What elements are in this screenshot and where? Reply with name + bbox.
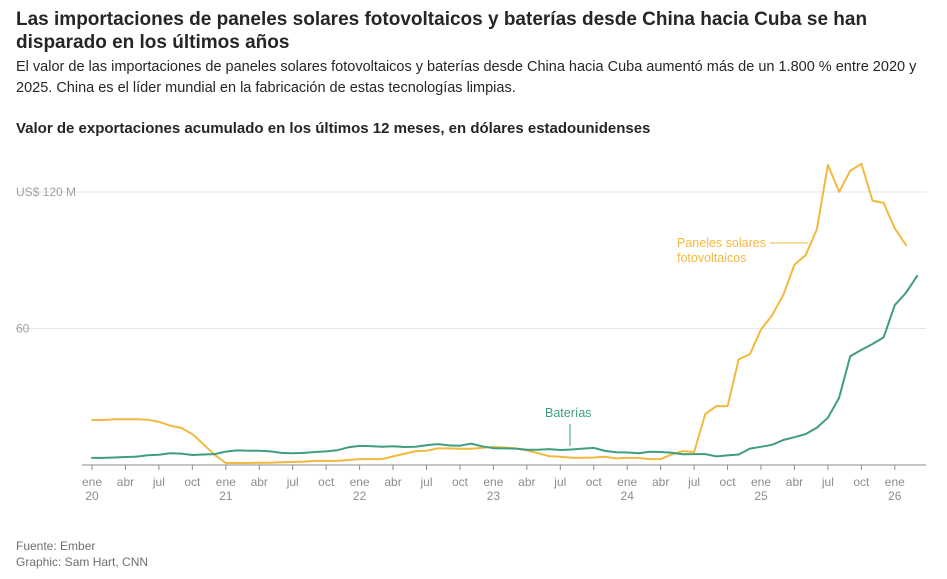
x-tick-label-2026-01-year: 26 [888, 489, 902, 503]
x-tick-label-2023-01: ene [483, 475, 503, 489]
y-tick-label-120: US$ 120 M [16, 185, 76, 199]
x-tick-label-2022-10: oct [452, 475, 469, 489]
x-tick-label-2023-10: oct [586, 475, 603, 489]
x-tick-label-2025-07: jul [821, 475, 834, 489]
grid-layer: US$ 120 M 60 [16, 185, 926, 336]
x-tick-label-2025-01: ene [751, 475, 771, 489]
chart-title: Las importaciones de paneles solares fot… [16, 9, 868, 53]
x-tick-label-2022-07: jul [419, 475, 432, 489]
series-layer [91, 162, 919, 464]
x-tick-label-2024-04: abr [652, 475, 669, 489]
source-note: Fuente: Ember [16, 539, 96, 553]
x-tick-label-2026-01: ene [885, 475, 905, 489]
x-tick-label-2020-01-year: 20 [85, 489, 99, 503]
x-tick-label-2023-07: jul [553, 475, 566, 489]
batteries-line [91, 274, 919, 459]
x-tick-label-2025-04: abr [786, 475, 803, 489]
credit-note: Graphic: Sam Hart, CNN [16, 555, 149, 569]
solar-series-label-line: Paneles solares [677, 236, 766, 250]
x-tick-label-2024-01-year: 24 [621, 489, 635, 503]
x-tick-label-2020-07: jul [152, 475, 165, 489]
x-tick-label-2021-07: jul [286, 475, 299, 489]
x-tick-label-2024-10: oct [720, 475, 737, 489]
series-labels: Paneles solares fotovoltaicos Baterías [545, 236, 808, 446]
x-tick-label-2021-01: ene [216, 475, 236, 489]
x-tick-label-2021-10: oct [318, 475, 335, 489]
x-tick-label-2020-01: ene [82, 475, 102, 489]
x-tick-label-2020-04: abr [117, 475, 134, 489]
x-tick-label-2022-04: abr [384, 475, 401, 489]
batteries-series-label: Baterías [545, 406, 592, 420]
x-tick-label-2024-07: jul [687, 475, 700, 489]
solar-series-label-line: fotovoltaicos [677, 251, 746, 265]
solar-panels-line [91, 162, 907, 464]
chart-subtitle: El valor de las importaciones de paneles… [16, 59, 917, 96]
x-tick-label-2025-01-year: 25 [754, 489, 768, 503]
x-tick-label-2023-04: abr [518, 475, 535, 489]
x-tick-label-2025-10: oct [853, 475, 870, 489]
y-tick-label-60: 60 [16, 322, 30, 336]
x-tick-label-2020-10: oct [184, 475, 201, 489]
solar-series-label: Paneles solares fotovoltaicos [677, 236, 766, 265]
x-tick-label-2021-01-year: 21 [219, 489, 233, 503]
x-tick-label-2023-01-year: 23 [487, 489, 501, 503]
x-tick-label-2022-01: ene [350, 475, 370, 489]
chart-heading: Valor de exportaciones acumulado en los … [16, 120, 651, 137]
x-tick-label-2021-04: abr [251, 475, 268, 489]
x-tick-label-2022-01-year: 22 [353, 489, 367, 503]
x-tick-label-2024-01: ene [617, 475, 637, 489]
